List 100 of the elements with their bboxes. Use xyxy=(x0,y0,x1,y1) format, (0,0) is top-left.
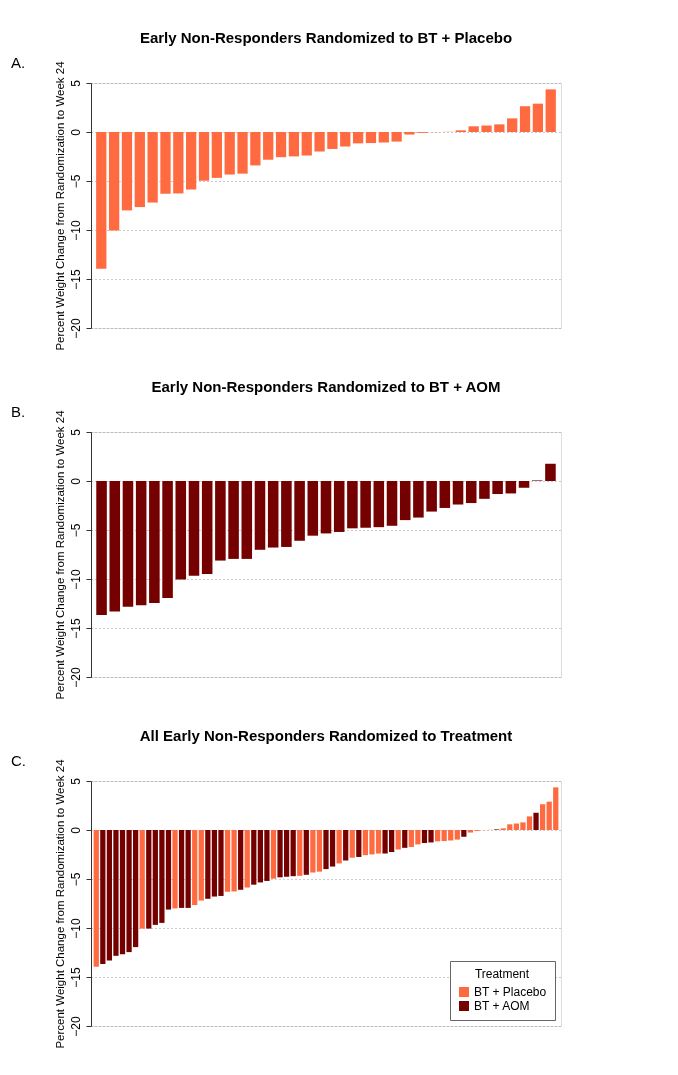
bar xyxy=(139,830,145,929)
bar xyxy=(347,481,358,529)
bar xyxy=(108,132,120,231)
bar xyxy=(186,132,197,190)
bar xyxy=(479,481,490,499)
bar xyxy=(96,132,107,269)
text: B. xyxy=(11,403,26,420)
bar xyxy=(336,830,342,864)
bar xyxy=(391,132,402,142)
bar xyxy=(352,132,364,144)
bar xyxy=(215,481,226,561)
legend-label: BT + AOM xyxy=(474,999,530,1013)
bar xyxy=(281,481,292,547)
bar xyxy=(109,481,121,612)
bar xyxy=(533,812,539,830)
text: C. xyxy=(11,752,26,769)
bar xyxy=(198,132,210,181)
y-tick-label: 0 xyxy=(68,128,83,136)
y-tick-label: 5 xyxy=(68,79,83,87)
bar xyxy=(492,481,503,495)
bar xyxy=(518,481,530,488)
bar xyxy=(468,126,479,132)
text: A. xyxy=(11,54,26,71)
bar xyxy=(121,132,133,211)
bar xyxy=(205,830,211,899)
legend-title: Treatment xyxy=(474,967,530,981)
bar xyxy=(270,830,277,879)
y-tick-label: −20 xyxy=(68,1016,83,1037)
bar xyxy=(172,830,178,909)
bar xyxy=(93,830,99,967)
bar xyxy=(290,830,296,877)
bar xyxy=(413,481,424,518)
bar xyxy=(178,830,185,908)
bar xyxy=(360,481,371,528)
bar xyxy=(251,830,257,885)
bar xyxy=(241,481,253,559)
bar xyxy=(100,830,106,965)
bar xyxy=(404,132,415,135)
bar xyxy=(494,124,505,132)
bar xyxy=(373,481,385,528)
bar xyxy=(452,481,464,505)
y-tick-label: −20 xyxy=(68,667,83,688)
y-axis-title: Percent Weight Change from Randomization to Week 24 xyxy=(53,60,66,351)
bar xyxy=(146,830,152,929)
bar xyxy=(307,481,319,536)
bar xyxy=(294,481,305,541)
bar xyxy=(188,481,200,576)
bar xyxy=(250,132,261,166)
bar xyxy=(378,132,389,143)
bar xyxy=(198,830,204,901)
bar xyxy=(439,481,451,508)
bar xyxy=(314,132,325,152)
bar xyxy=(160,132,171,194)
bar xyxy=(316,830,323,872)
bar xyxy=(356,830,362,857)
chart-title: Early Non-Responders Randomized to BT + AOM xyxy=(151,378,501,395)
bar xyxy=(134,132,145,208)
y-tick-label: −5 xyxy=(68,174,83,189)
bar xyxy=(122,481,134,607)
bar xyxy=(519,106,531,132)
y-tick-label: −5 xyxy=(68,872,83,887)
bar xyxy=(365,132,377,144)
bar xyxy=(275,132,287,158)
bar xyxy=(201,481,213,574)
y-tick-label: −20 xyxy=(68,318,83,339)
bar xyxy=(461,830,467,837)
bar xyxy=(402,830,408,848)
y-tick-label: 0 xyxy=(68,477,83,485)
bar xyxy=(297,830,303,876)
bar xyxy=(481,125,492,132)
y-tick-label: −5 xyxy=(68,523,83,538)
bar xyxy=(228,481,239,559)
y-tick-label: 5 xyxy=(68,428,83,436)
y-tick-label: 5 xyxy=(68,777,83,785)
chart-title: All Early Non-Responders Randomized to Treatment xyxy=(139,727,513,744)
bar xyxy=(211,132,222,178)
bar xyxy=(505,481,517,494)
y-axis-title: Percent Weight Change from Randomization to Week 24 xyxy=(53,758,66,1049)
bar xyxy=(545,89,556,132)
bar xyxy=(224,132,235,175)
bar xyxy=(149,481,160,604)
y-tick-label: −10 xyxy=(68,569,83,590)
bar xyxy=(349,830,355,858)
bar xyxy=(340,132,351,147)
bar xyxy=(185,830,191,908)
bar xyxy=(303,830,309,875)
bar xyxy=(532,103,544,132)
bar xyxy=(288,132,300,157)
y-tick-label: 0 xyxy=(68,826,83,834)
bar xyxy=(162,481,173,599)
bar xyxy=(327,132,338,149)
bar xyxy=(399,481,411,521)
y-tick-label: −15 xyxy=(68,967,83,988)
bar xyxy=(333,481,345,532)
legend-label: BT + Placebo xyxy=(474,985,547,999)
bar xyxy=(244,830,250,888)
bar xyxy=(254,481,266,550)
bar xyxy=(135,481,147,606)
bar xyxy=(192,830,198,906)
bar xyxy=(147,132,158,203)
